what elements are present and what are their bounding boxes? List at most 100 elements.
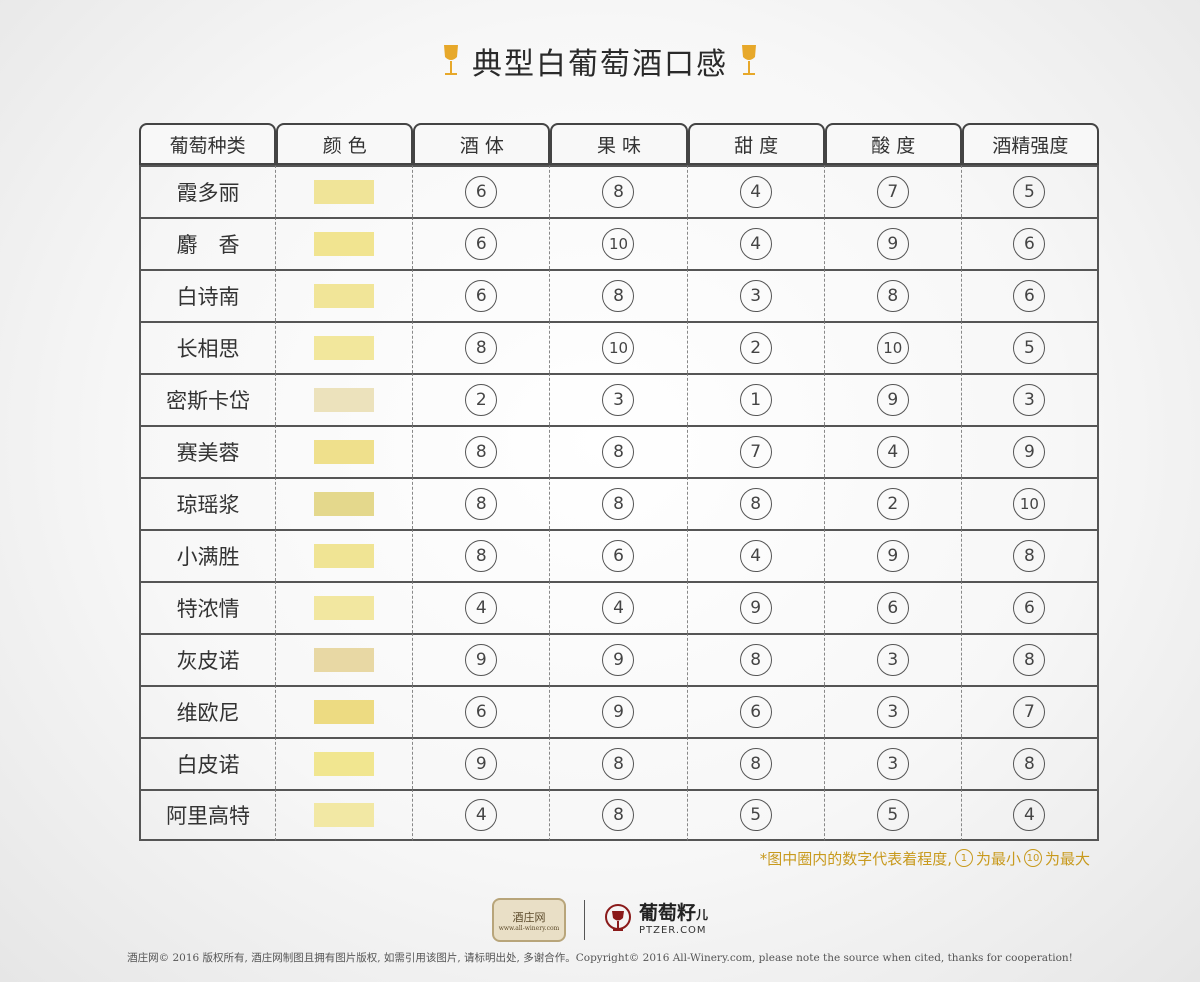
acidity-rating: 6 [876, 592, 909, 624]
acidity-cell: 4 [824, 425, 962, 477]
grape-cell: 琼瑶浆 [139, 477, 277, 529]
body-rating: 8 [465, 436, 498, 468]
wine-glass-icon [742, 45, 756, 75]
table-row: 白诗南 6 8 3 8 6 [139, 269, 1099, 321]
color-swatch [314, 180, 375, 204]
header-sweetness: 甜 度 [687, 123, 825, 165]
header-alcohol: 酒精强度 [961, 123, 1099, 165]
body-rating: 2 [465, 384, 498, 416]
sweetness-rating: 4 [739, 228, 772, 260]
color-cell [276, 477, 414, 529]
acidity-rating: 9 [876, 384, 909, 416]
taste-table: 葡萄种类 颜 色 酒 体 果 味 甜 度 酸 度 酒精强度 霞多丽 6 8 4 7 5 麝 … [139, 123, 1099, 841]
acidity-rating: 4 [876, 436, 909, 468]
grape-name: 维欧尼 [176, 701, 240, 725]
acidity-cell: 9 [824, 529, 962, 581]
sweetness-rating: 5 [739, 799, 772, 831]
alcohol-rating: 5 [1013, 176, 1046, 208]
color-swatch [314, 284, 375, 308]
fruit-rating: 4 [602, 592, 635, 624]
grape-cell: 麝 香 [139, 217, 277, 269]
sweetness-rating: 4 [739, 176, 772, 208]
copyright-text: 酒庄网© 2016 版权所有, 酒庄网制图且拥有图片版权, 如需引用该图片, 请… [127, 952, 1073, 964]
alcohol-cell: 6 [961, 581, 1099, 633]
body-rating: 6 [465, 280, 498, 312]
sweetness-rating: 3 [739, 280, 772, 312]
fruit-cell: 4 [550, 581, 688, 633]
fruit-rating: 10 [602, 228, 635, 260]
table-row: 灰皮诺 9 9 8 3 8 [139, 633, 1099, 685]
all-winery-logo[interactable]: 酒庄网 www.all-winery.com [491, 898, 566, 942]
alcohol-cell: 7 [961, 685, 1099, 737]
table-row: 阿里高特 4 8 5 5 4 [139, 789, 1099, 841]
body-rating: 8 [465, 332, 498, 364]
body-cell: 6 [413, 217, 551, 269]
body-cell: 6 [413, 165, 551, 217]
grape-name: 阿里高特 [166, 804, 251, 828]
color-swatch [314, 752, 375, 776]
fruit-cell: 10 [550, 217, 688, 269]
body-rating: 6 [465, 696, 498, 728]
fruit-cell: 8 [550, 789, 688, 841]
ptzer-logo[interactable]: 葡萄籽儿 PTZER.COM [603, 903, 708, 937]
color-swatch [314, 648, 375, 672]
fruit-cell: 3 [550, 373, 688, 425]
alcohol-cell: 9 [961, 425, 1099, 477]
grape-cell: 小满胜 [139, 529, 277, 581]
alcohol-rating: 5 [1013, 332, 1046, 364]
note-min-label: 为最小 [975, 849, 1021, 868]
sweetness-rating: 1 [739, 384, 772, 416]
color-swatch [314, 336, 375, 360]
acidity-cell: 3 [824, 737, 962, 789]
color-cell [276, 165, 414, 217]
color-cell [276, 373, 414, 425]
color-cell [276, 789, 414, 841]
ptzer-en-text: PTZER.COM [638, 925, 707, 936]
fruit-cell: 9 [550, 633, 688, 685]
grape-cell: 赛美蓉 [139, 425, 277, 477]
fruit-cell: 9 [550, 685, 688, 737]
acidity-cell: 2 [824, 477, 962, 529]
grape-name: 灰皮诺 [176, 649, 240, 673]
body-cell: 4 [413, 789, 551, 841]
sweetness-cell: 5 [687, 789, 825, 841]
color-cell [276, 685, 414, 737]
body-cell: 4 [413, 581, 551, 633]
fruit-cell: 8 [550, 165, 688, 217]
acidity-rating: 3 [876, 748, 909, 780]
grape-name: 琼瑶浆 [176, 493, 240, 517]
table-row: 赛美蓉 8 8 7 4 9 [139, 425, 1099, 477]
fruit-cell: 8 [550, 737, 688, 789]
fruit-rating: 6 [602, 540, 635, 572]
color-cell [276, 737, 414, 789]
rating-note: *图中圈内的数字代表着程度, 1 为最小 10 为最大 [760, 846, 1090, 870]
body-rating: 6 [465, 228, 498, 260]
title-bar: 典型白葡萄酒口感 [0, 36, 1200, 86]
note-max-circle: 10 [1023, 849, 1042, 867]
ptzer-cn-text: 葡萄籽儿 [638, 902, 709, 924]
body-cell: 6 [413, 269, 551, 321]
fruit-rating: 8 [602, 488, 635, 520]
sweetness-rating: 8 [739, 488, 772, 520]
sweetness-cell: 3 [687, 269, 825, 321]
fruit-rating: 8 [602, 436, 635, 468]
alcohol-cell: 4 [961, 789, 1099, 841]
color-cell [276, 529, 414, 581]
sweetness-cell: 7 [687, 425, 825, 477]
alcohol-rating: 3 [1013, 384, 1046, 416]
note-min-circle: 1 [954, 849, 973, 867]
acidity-rating: 3 [876, 696, 909, 728]
grape-cell: 霞多丽 [139, 165, 277, 217]
alcohol-cell: 6 [961, 217, 1099, 269]
fruit-rating: 8 [602, 799, 635, 831]
sweetness-cell: 8 [687, 477, 825, 529]
grape-name: 赛美蓉 [176, 441, 240, 465]
acidity-cell: 8 [824, 269, 962, 321]
alcohol-cell: 10 [961, 477, 1099, 529]
note-prefix: *图中圈内的数字代表着程度, [759, 849, 952, 868]
grape-name: 密斯卡岱 [166, 389, 251, 413]
table-body: 霞多丽 6 8 4 7 5 麝 香 6 10 4 9 6 白诗南 6 8 3 8 6 长相思 8 10 2 10 5 密斯卡岱 2… [139, 165, 1099, 841]
sweetness-cell: 2 [687, 321, 825, 373]
acidity-cell: 5 [824, 789, 962, 841]
sweetness-cell: 8 [687, 633, 825, 685]
